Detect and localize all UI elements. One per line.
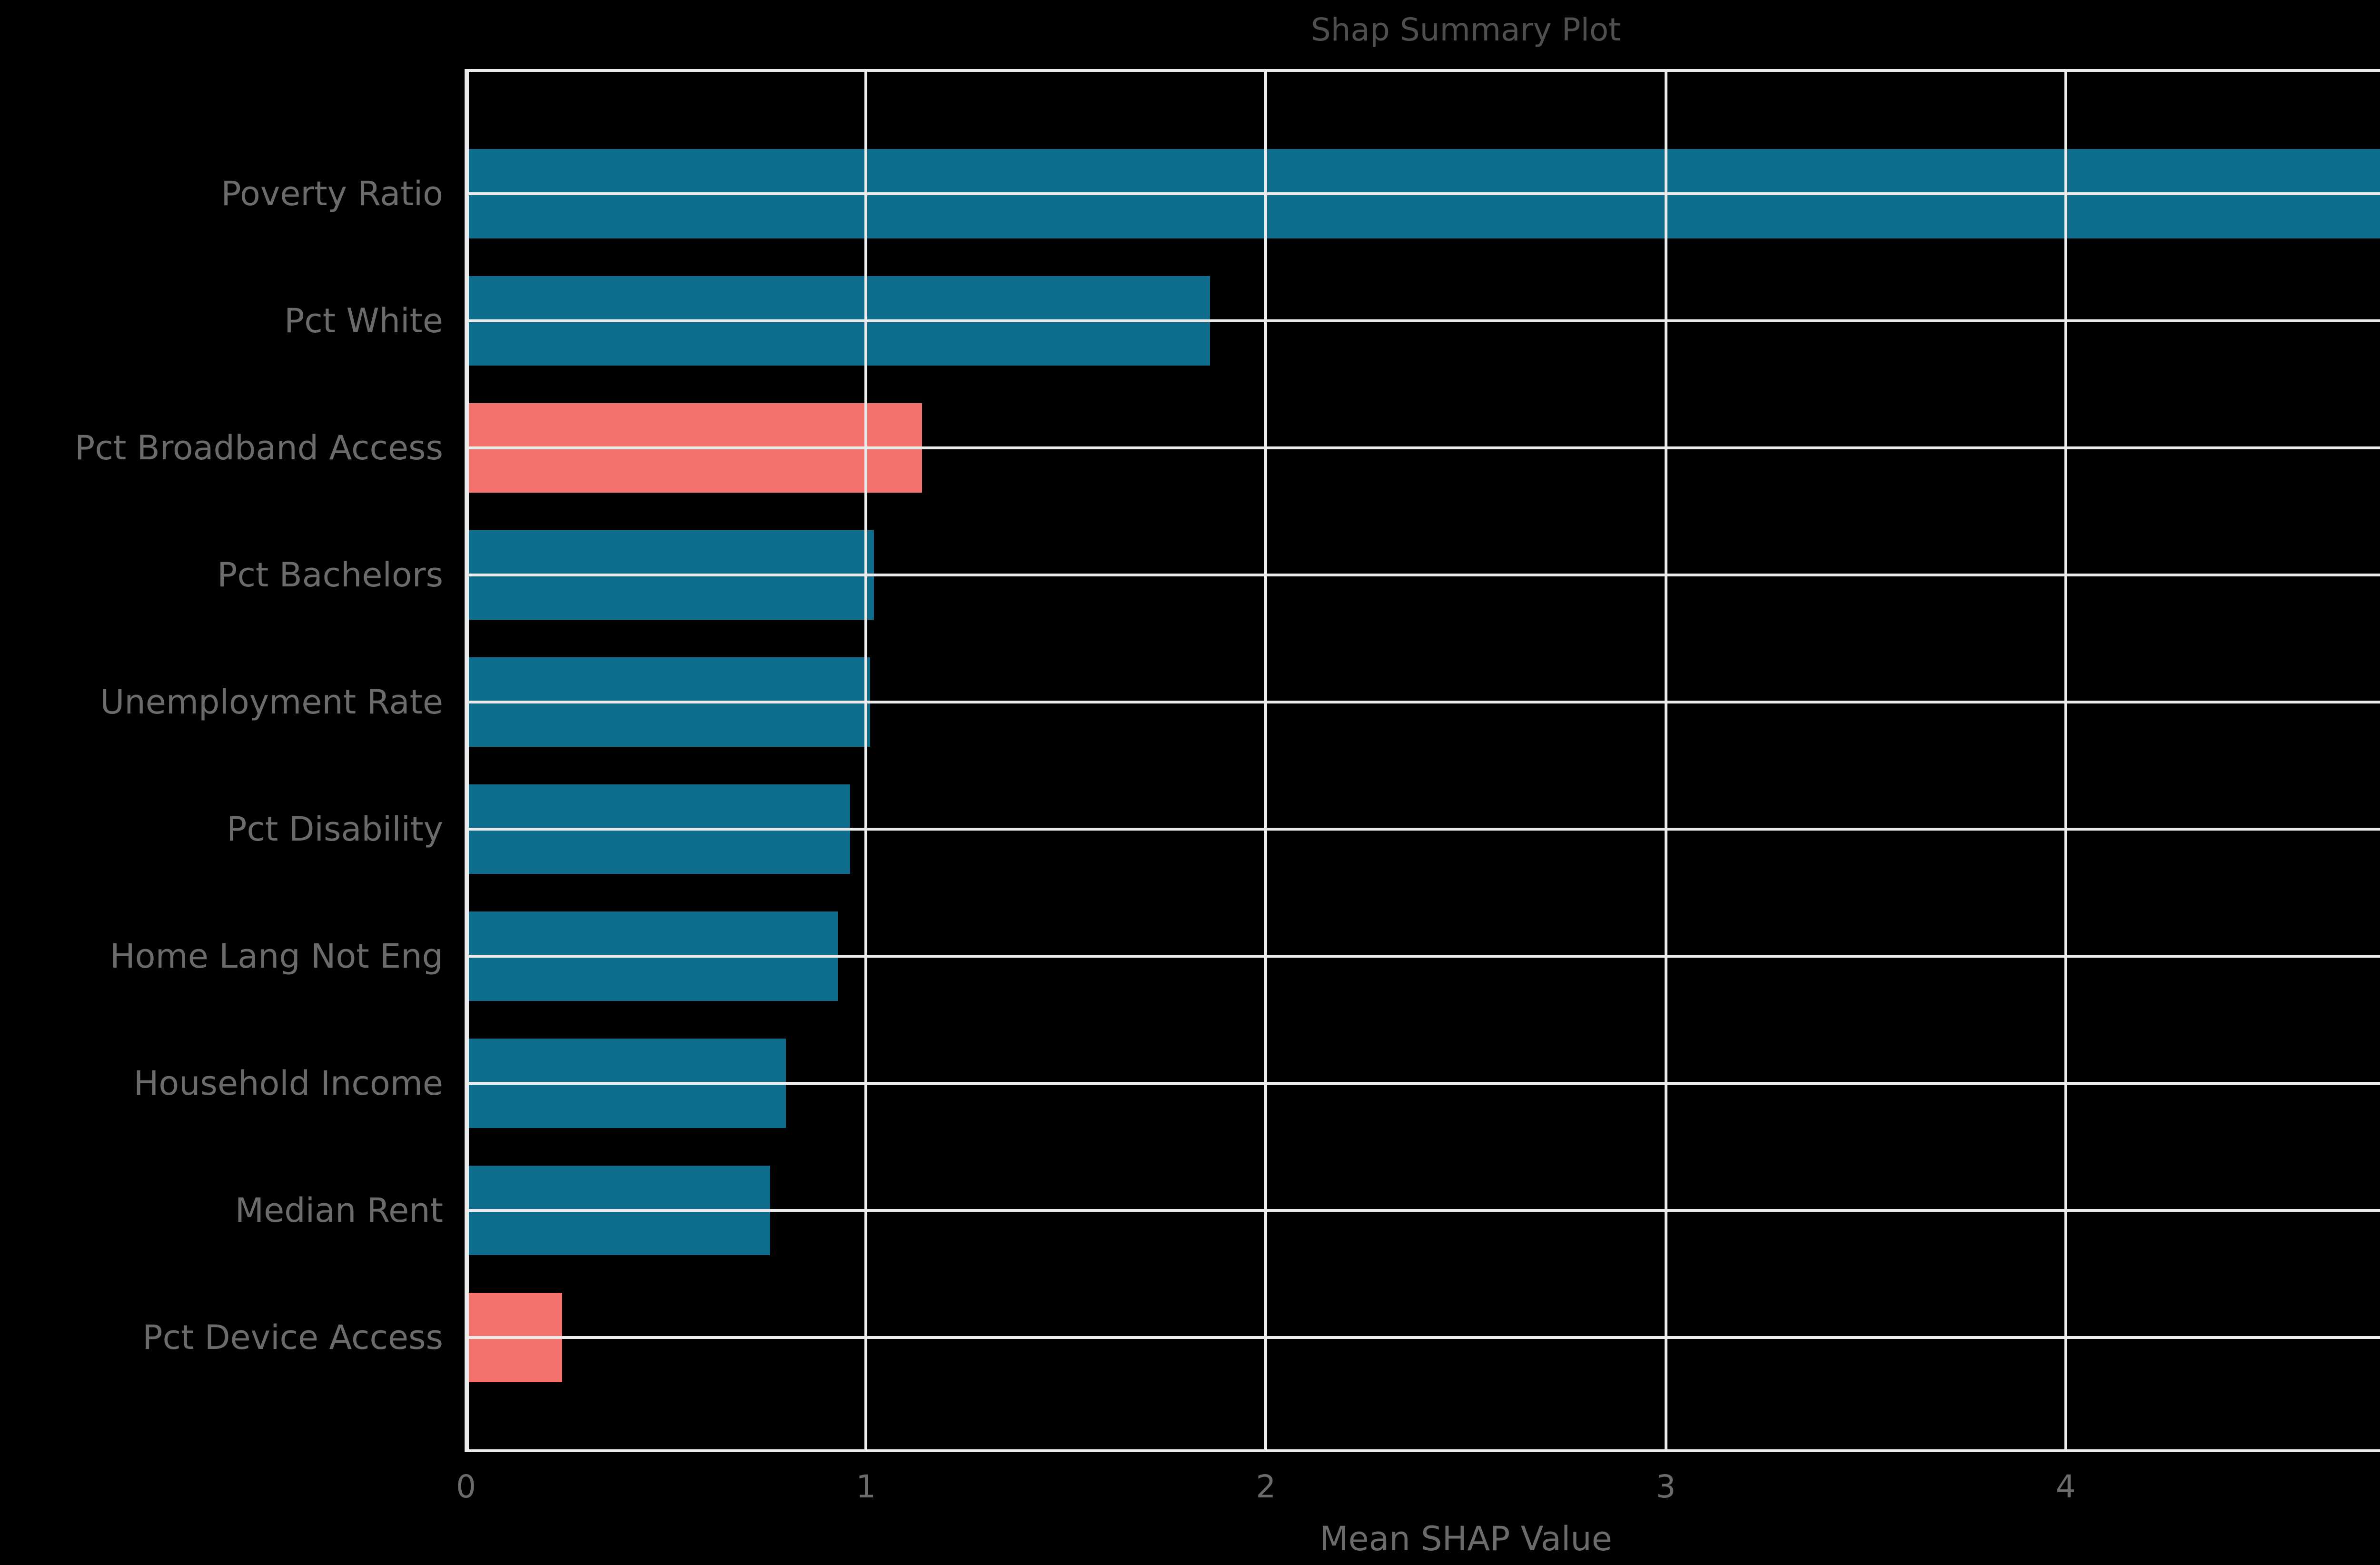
x-tick-label: 4 xyxy=(2055,1468,2076,1505)
h-gridline xyxy=(466,1336,2380,1339)
bar-row: Pct Bachelors xyxy=(217,511,2380,638)
bar-rows: Poverty Ratio Pct White Pct Broadband Acce… xyxy=(75,69,2380,1452)
h-gridline xyxy=(466,1081,2380,1085)
category-label: Pct Bachelors xyxy=(217,555,443,594)
category-label: Pct Broadband Access xyxy=(75,428,443,467)
bar-row: Pct Broadband Access xyxy=(75,384,2380,511)
category-label: Pct White xyxy=(284,301,443,340)
bar-row: Pct Device Access xyxy=(142,1274,2380,1401)
category-label: Pct Disability xyxy=(227,809,443,849)
bar-row: Home Lang Not Eng xyxy=(110,892,2380,1020)
x-ticks: 012345 xyxy=(456,1468,2380,1511)
h-gridline xyxy=(466,446,2380,449)
x-tick-label: 0 xyxy=(456,1468,476,1505)
x-axis-label: Mean SHAP Value xyxy=(1319,1519,1612,1558)
x-tick-label: 3 xyxy=(1656,1468,1676,1505)
bar-row: Pct Disability xyxy=(227,765,2380,892)
chart-title: Shap Summary Plot xyxy=(1310,11,1621,48)
bar-row: Pct White xyxy=(284,257,2380,384)
category-label: Poverty Ratio xyxy=(221,174,443,213)
category-label: Unemployment Rate xyxy=(100,682,443,722)
h-gridline xyxy=(466,827,2380,831)
h-gridline xyxy=(466,573,2380,576)
x-tick-label: 2 xyxy=(1256,1468,1276,1505)
category-label: Median Rent xyxy=(235,1190,443,1230)
plot-area: Poverty Ratio Pct White Pct Broadband Acce… xyxy=(75,69,2380,1452)
h-gridline xyxy=(466,319,2380,322)
bar-row: Poverty Ratio xyxy=(221,130,2380,257)
x-tick-label: 1 xyxy=(856,1468,876,1505)
h-gridline xyxy=(466,1208,2380,1212)
bar-row: Median Rent xyxy=(235,1147,2380,1274)
h-gridline xyxy=(466,700,2380,703)
category-label: Home Lang Not Eng xyxy=(110,936,443,976)
h-gridline xyxy=(466,954,2380,958)
h-gridline xyxy=(466,192,2380,195)
bar-row: Household Income xyxy=(134,1020,2380,1147)
category-label: Pct Device Access xyxy=(142,1317,443,1357)
category-label: Household Income xyxy=(133,1063,443,1103)
bar-row: Unemployment Rate xyxy=(100,638,2380,765)
